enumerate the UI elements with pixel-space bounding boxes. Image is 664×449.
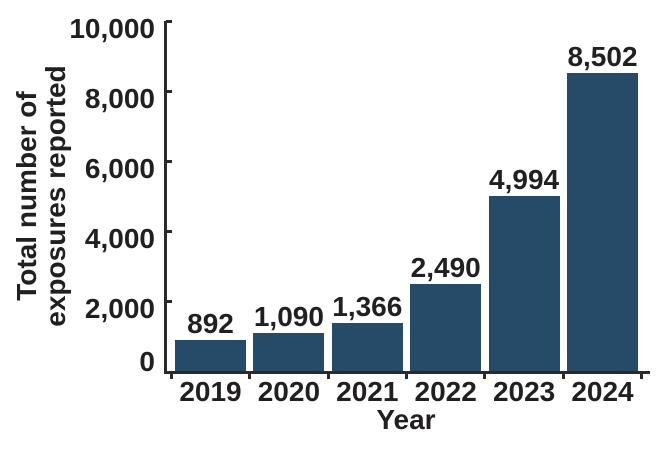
bar-2020 (253, 333, 325, 371)
bar-value-label: 1,366 (332, 291, 403, 322)
x-tick-label: 2019 (179, 376, 242, 407)
x-tick-mark (640, 371, 644, 379)
y-axis-line (163, 21, 167, 374)
y-tick-label: 6,000 (84, 153, 155, 184)
x-tick-mark (326, 371, 330, 379)
x-tick-label: 2024 (571, 376, 634, 407)
x-tick-mark (561, 371, 565, 379)
x-tick-mark (248, 371, 252, 379)
x-tick-label: 2021 (336, 376, 399, 407)
bar-2021 (331, 323, 403, 371)
bar-value-label: 2,490 (410, 252, 481, 283)
x-tick-label: 2022 (414, 376, 477, 407)
x-tick-label: 2020 (257, 376, 321, 407)
y-tick-mark (166, 299, 172, 303)
x-tick-label: 2023 (492, 376, 556, 407)
x-tick-mark (169, 371, 173, 379)
y-tick-label: 4,000 (84, 223, 155, 254)
y-tick-label: 0 (139, 346, 155, 377)
x-tick-mark (405, 371, 408, 379)
y-tick-label: 8,000 (84, 83, 155, 114)
y-tick-mark (166, 89, 172, 93)
x-tick-mark (483, 371, 487, 379)
bar-value-label: 8,502 (567, 41, 638, 72)
bar-value-label: 4,994 (489, 164, 560, 195)
bar-2023 (488, 196, 560, 371)
bar-2019 (175, 340, 246, 371)
y-tick-mark (166, 159, 172, 163)
y-tick-label: 10,000 (69, 13, 155, 44)
y-tick-label: 2,000 (84, 293, 155, 324)
y-tick-mark (166, 19, 172, 23)
bar-2024 (567, 73, 638, 371)
bar-value-label: 892 (187, 308, 234, 339)
x-axis-title: Year (376, 404, 436, 435)
bar-value-label: 1,090 (253, 301, 324, 332)
bar-2022 (410, 284, 482, 371)
y-tick-mark (166, 229, 172, 233)
